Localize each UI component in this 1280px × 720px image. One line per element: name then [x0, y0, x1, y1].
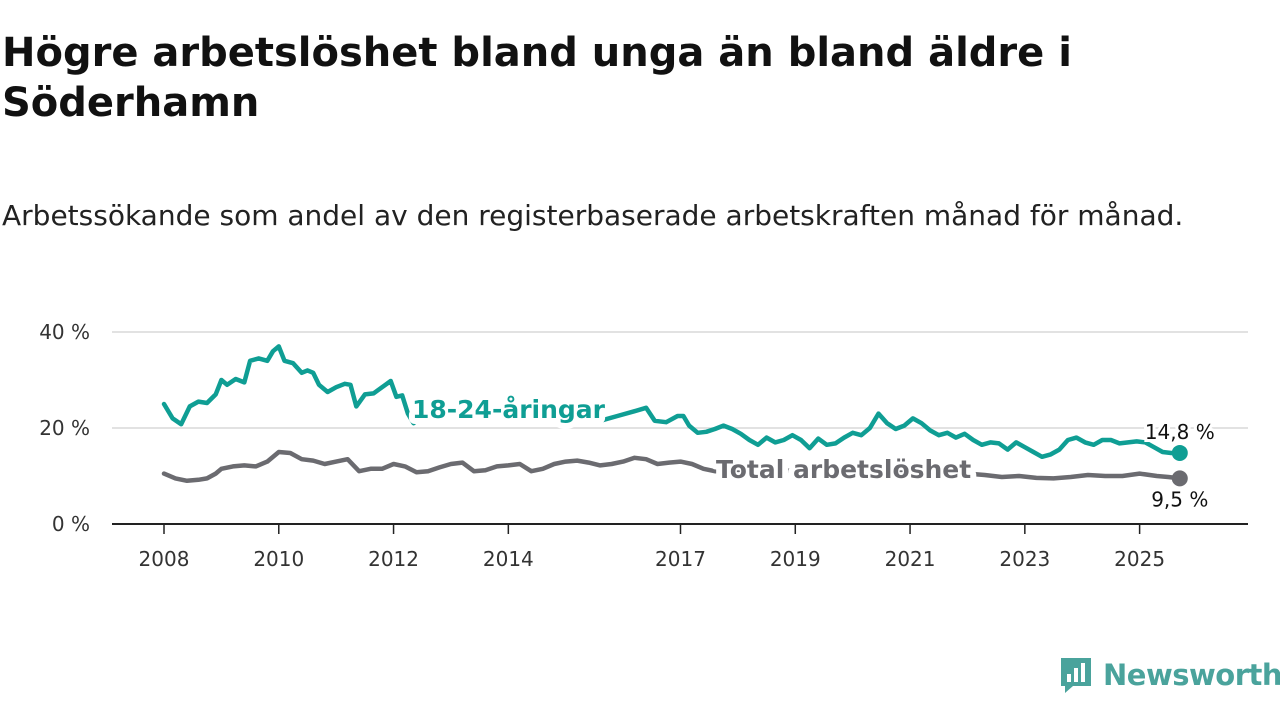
end-value-label-youth: 14,8 % — [1145, 420, 1215, 444]
x-tick-label: 2010 — [253, 547, 304, 571]
x-tick-label: 2021 — [885, 547, 936, 571]
x-tick-label: 2012 — [368, 547, 419, 571]
y-tick-label: 40 % — [39, 320, 90, 344]
chart-subtitle: Arbetssökande som andel av den registerb… — [2, 199, 1184, 232]
series-line-youth — [161, 344, 1183, 460]
chart-title: Högre arbetslöshet bland unga än bland ä… — [2, 30, 1072, 126]
x-tick-label: 2019 — [770, 547, 821, 571]
end-value-label-total: 9,5 % — [1151, 487, 1208, 511]
end-marker-total — [1171, 470, 1188, 487]
gridlines — [112, 331, 1248, 429]
end-marker-youth — [1171, 444, 1188, 461]
y-axis-labels: 0 % 20 % 40 % — [39, 320, 90, 536]
brand-name: Newsworthy — [1103, 658, 1280, 692]
brand: Newsworthy — [1059, 654, 1280, 696]
newsworthy-logo-icon — [1061, 658, 1091, 693]
x-tick-label: 2008 — [139, 547, 190, 571]
end-markers: 14,8 % 9,5 % — [1142, 417, 1218, 514]
x-tick-label: 2014 — [483, 547, 534, 571]
series-labels: 18-24-åringar Total arbetslöshet — [406, 389, 977, 490]
x-tick-label: 2023 — [999, 547, 1050, 571]
series-label-total: Total arbetslöshet — [716, 455, 971, 484]
series-lines — [161, 344, 1183, 484]
series-line-total — [161, 449, 1183, 484]
x-axis: 2008 2010 2012 2014 2017 2019 2021 2023 2025 — [112, 523, 1248, 571]
y-tick-label: 0 % — [52, 512, 90, 536]
x-tick-label: 2017 — [655, 547, 706, 571]
line-chart: 0 % 20 % 40 % 2008 2010 2012 2014 2017 2019 2021… — [39, 320, 1248, 571]
x-tick-label: 2025 — [1114, 547, 1165, 571]
y-tick-label: 20 % — [39, 416, 90, 440]
series-label-youth: 18-24-åringar — [412, 395, 606, 424]
